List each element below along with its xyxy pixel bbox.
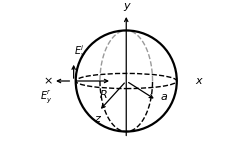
Text: $E_y^r$: $E_y^r$ <box>39 88 52 105</box>
Text: $\times$: $\times$ <box>43 76 52 86</box>
Text: $x$: $x$ <box>194 76 203 86</box>
Text: $a$: $a$ <box>159 92 167 102</box>
Text: $y$: $y$ <box>123 1 131 13</box>
Text: $E_y^i$: $E_y^i$ <box>74 43 86 60</box>
Text: $R$: $R$ <box>99 88 107 100</box>
Text: $z$: $z$ <box>93 114 101 124</box>
Circle shape <box>75 30 176 132</box>
